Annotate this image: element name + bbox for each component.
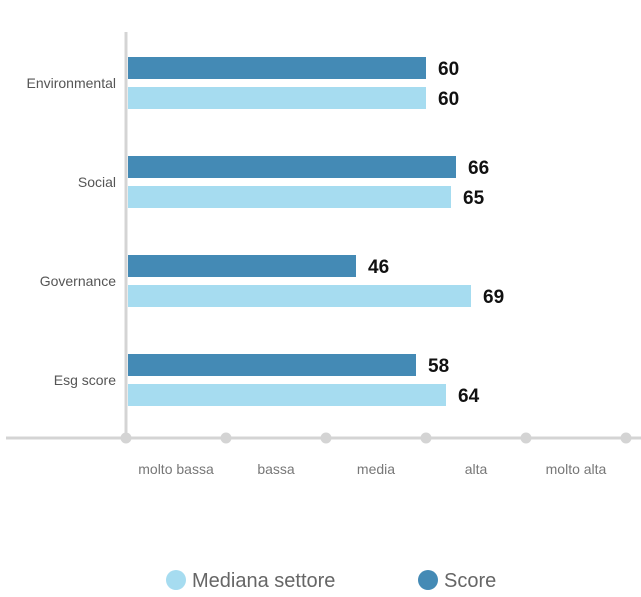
bar-score-esg-score[interactable] bbox=[128, 354, 416, 376]
x-tick-label-bassa: bassa bbox=[257, 461, 295, 477]
axes bbox=[6, 32, 641, 444]
x-tick-dot bbox=[320, 432, 332, 444]
category-label-esg-score: Esg score bbox=[54, 372, 116, 388]
x-tick-dot bbox=[220, 432, 232, 444]
bar-score-social[interactable] bbox=[128, 156, 456, 178]
bar-mediana-settore-esg-score[interactable] bbox=[128, 384, 446, 406]
value-label-mediana-settore-esg-score: 64 bbox=[458, 386, 480, 407]
labels: molto bassa bassa media alta molto alta 60 60 E… bbox=[27, 59, 607, 477]
x-tick-label-molto-alta: molto alta bbox=[546, 461, 607, 477]
legend-label-mediana-settore[interactable]: Mediana settore bbox=[192, 570, 335, 592]
value-label-score-esg-score: 58 bbox=[428, 356, 449, 377]
value-label-score-governance: 46 bbox=[368, 257, 389, 278]
category-label-social: Social bbox=[78, 174, 116, 190]
x-tick-dot bbox=[520, 432, 532, 444]
category-label-governance: Governance bbox=[40, 273, 116, 289]
bar-score-governance[interactable] bbox=[128, 255, 356, 277]
x-tick-dot bbox=[620, 432, 632, 444]
bar-score-environmental[interactable] bbox=[128, 57, 426, 79]
value-label-mediana-settore-governance: 69 bbox=[483, 287, 504, 308]
x-tick-label-alta: alta bbox=[465, 461, 488, 477]
legend-swatch-score[interactable] bbox=[418, 570, 438, 590]
category-label-environmental: Environmental bbox=[27, 75, 117, 91]
value-label-mediana-settore-environmental: 60 bbox=[438, 89, 459, 110]
value-label-score-environmental: 60 bbox=[438, 59, 459, 80]
x-tick-dot bbox=[420, 432, 432, 444]
bar-mediana-settore-environmental[interactable] bbox=[128, 87, 426, 109]
legend-swatch-mediana-settore[interactable] bbox=[166, 570, 186, 590]
bars bbox=[128, 57, 471, 406]
value-label-score-social: 66 bbox=[468, 158, 489, 179]
bar-mediana-settore-social[interactable] bbox=[128, 186, 451, 208]
x-tick-label-media: media bbox=[357, 461, 395, 477]
x-tick-label-molto-bassa: molto bassa bbox=[138, 461, 214, 477]
bar-mediana-settore-governance[interactable] bbox=[128, 285, 471, 307]
value-label-mediana-settore-social: 65 bbox=[463, 188, 485, 209]
x-tick-dot bbox=[120, 432, 132, 444]
legend[interactable]: Mediana settore Score bbox=[166, 570, 496, 592]
legend-label-score[interactable]: Score bbox=[444, 570, 496, 592]
